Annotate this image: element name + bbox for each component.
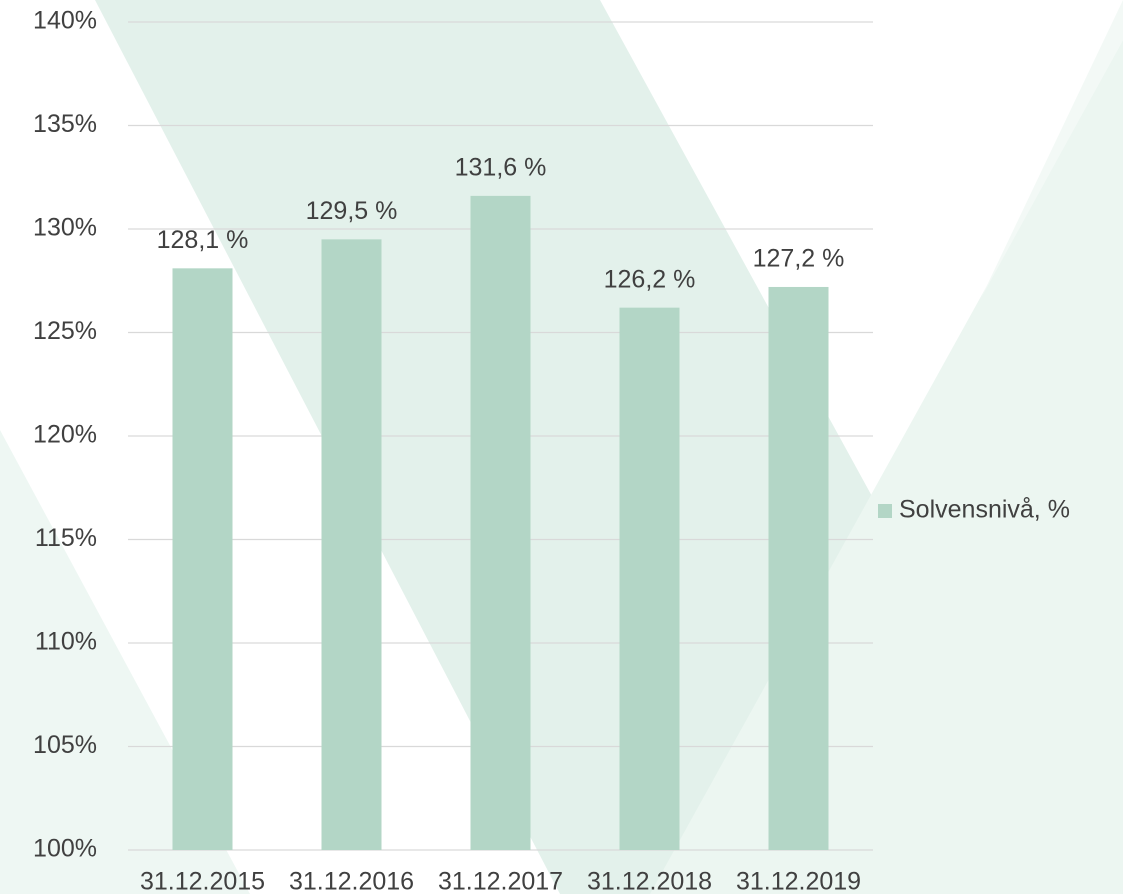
bar — [619, 307, 680, 850]
x-tick-label: 31.12.2016 — [289, 868, 414, 894]
data-label: 128,1 % — [157, 226, 249, 254]
x-tick-label: 31.12.2015 — [140, 868, 265, 894]
y-tick-label: 105% — [33, 731, 97, 759]
data-label: 127,2 % — [753, 245, 845, 273]
x-tick-label: 31.12.2019 — [736, 868, 861, 894]
y-tick-label: 130% — [33, 214, 97, 242]
bar — [172, 268, 233, 851]
legend-swatch — [878, 504, 892, 518]
y-tick-label: 120% — [33, 421, 97, 449]
y-tick-label: 110% — [35, 628, 97, 656]
bar — [768, 286, 829, 851]
bar — [321, 239, 382, 851]
data-label: 126,2 % — [604, 265, 696, 293]
data-label: 129,5 % — [306, 197, 398, 225]
x-tick-label: 31.12.2018 — [587, 868, 712, 894]
y-tick-label: 100% — [33, 835, 97, 863]
x-tick-label: 31.12.2017 — [438, 868, 563, 894]
y-tick-label: 140% — [33, 7, 97, 35]
bar — [470, 195, 531, 850]
background-stripe — [980, 0, 1123, 300]
y-tick-label: 135% — [33, 110, 97, 138]
data-label: 131,6 % — [455, 153, 547, 181]
y-tick-label: 125% — [33, 317, 97, 345]
y-tick-label: 115% — [35, 524, 97, 552]
legend-label: Solvensnivå, % — [899, 496, 1070, 524]
